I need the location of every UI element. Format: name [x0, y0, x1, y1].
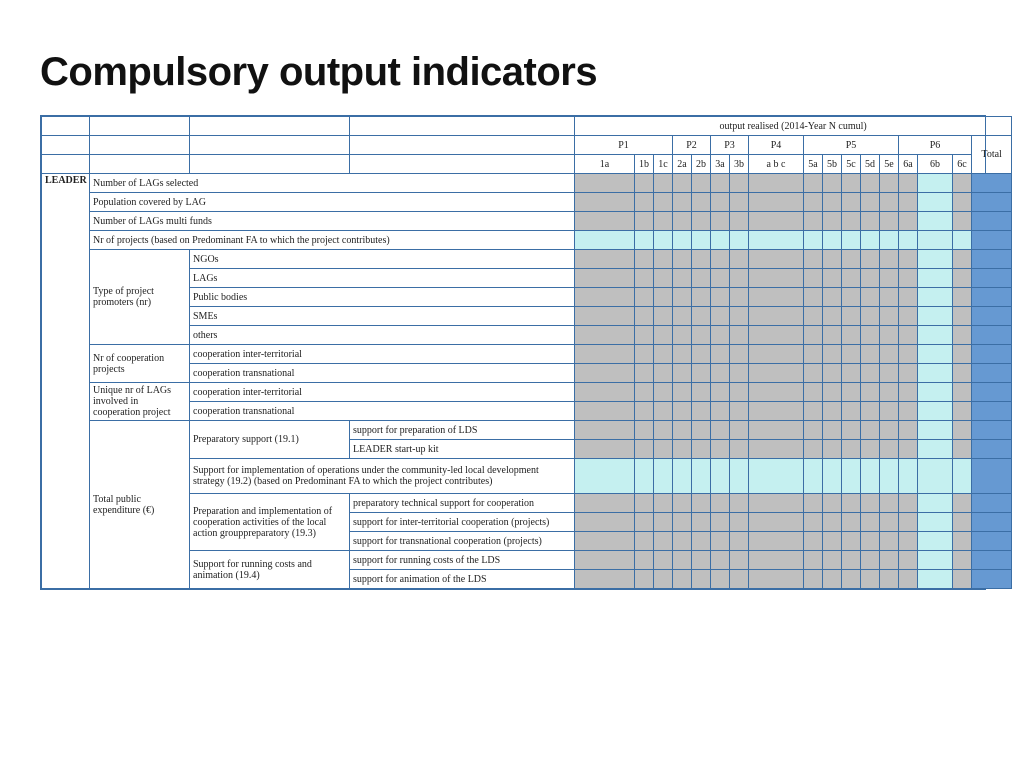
leader-label: LEADER [42, 174, 90, 589]
hdr-p3: P3 [711, 136, 749, 155]
row-label: Number of LAGs selected [90, 174, 575, 193]
row-label: support for preparation of LDS [350, 421, 575, 440]
hdr-total: Total [972, 136, 1012, 174]
table-row: Total public expenditure (€) Preparatory… [42, 421, 1012, 440]
table-row: Nr of cooperation projects cooperation i… [42, 345, 1012, 364]
hdr-p5: P5 [804, 136, 899, 155]
hdr-3b: 3b [730, 155, 749, 174]
row-label: Support for implementation of operations… [190, 459, 575, 494]
hdr-6b: 6b [918, 155, 953, 174]
table-row: Population covered by LAG [42, 193, 1012, 212]
row-group-label: Unique nr of LAGs involved in cooperatio… [90, 383, 190, 421]
hdr-2b: 2b [692, 155, 711, 174]
hdr-6c: 6c [953, 155, 972, 174]
hdr-1b: 1b [635, 155, 654, 174]
hdr-5b: 5b [823, 155, 842, 174]
hdr-p1: P1 [575, 136, 673, 155]
row-label: Population covered by LAG [90, 193, 575, 212]
row-label: SMEs [190, 307, 575, 326]
row-label: cooperation inter-territorial [190, 345, 575, 364]
row-group-label: Type of project promoters (nr) [90, 250, 190, 345]
row-label: support for inter-territorial cooperatio… [350, 513, 575, 532]
hdr-p4: P4 [749, 136, 804, 155]
row-label: NGOs [190, 250, 575, 269]
row-sub-label: Preparation and implementation of cooper… [190, 494, 350, 551]
table-frame: output realised (2014-Year N cumul) P1 P… [40, 115, 986, 590]
header-row-3: 1a 1b 1c 2a 2b 3a 3b a b c 5a 5b 5c 5d 5… [42, 155, 1012, 174]
row-sub-label: Preparatory support (19.1) [190, 421, 350, 459]
row-label: cooperation transnational [190, 364, 575, 383]
row-label: support for running costs of the LDS [350, 551, 575, 570]
hdr-p6: P6 [899, 136, 972, 155]
hdr-5d: 5d [861, 155, 880, 174]
table-row: Nr of projects (based on Predominant FA … [42, 231, 1012, 250]
header-row-2: P1 P2 P3 P4 P5 P6 Total [42, 136, 1012, 155]
row-label: Number of LAGs multi funds [90, 212, 575, 231]
hdr-5c: 5c [842, 155, 861, 174]
hdr-5a: 5a [804, 155, 823, 174]
page-title: Compulsory output indicators [40, 50, 984, 95]
row-sub-label: Support for running costs and animation … [190, 551, 350, 589]
table-row: Type of project promoters (nr) NGOs [42, 250, 1012, 269]
table-row: Unique nr of LAGs involved in cooperatio… [42, 383, 1012, 402]
row-label: cooperation inter-territorial [190, 383, 575, 402]
row-label: LEADER start-up kit [350, 440, 575, 459]
hdr-1c: 1c [654, 155, 673, 174]
hdr-p2: P2 [673, 136, 711, 155]
row-label: preparatory technical support for cooper… [350, 494, 575, 513]
row-label: Public bodies [190, 288, 575, 307]
hdr-1a: 1a [575, 155, 635, 174]
table-row: Number of LAGs multi funds [42, 212, 1012, 231]
hdr-3a: 3a [711, 155, 730, 174]
hdr-2a: 2a [673, 155, 692, 174]
header-row-1: output realised (2014-Year N cumul) [42, 117, 1012, 136]
row-label: support for animation of the LDS [350, 570, 575, 589]
hdr-abc: a b c [749, 155, 804, 174]
header-output-realised: output realised (2014-Year N cumul) [575, 117, 1012, 136]
row-label: Nr of projects (based on Predominant FA … [90, 231, 575, 250]
row-group-label: Nr of cooperation projects [90, 345, 190, 383]
hdr-5e: 5e [880, 155, 899, 174]
hdr-6a: 6a [899, 155, 918, 174]
row-label: support for transnational cooperation (p… [350, 532, 575, 551]
indicators-table: output realised (2014-Year N cumul) P1 P… [41, 116, 1012, 589]
row-label: others [190, 326, 575, 345]
row-label: cooperation transnational [190, 402, 575, 421]
row-group-label: Total public expenditure (€) [90, 421, 190, 589]
row-label: LAGs [190, 269, 575, 288]
table-row: LEADER Number of LAGs selected [42, 174, 1012, 193]
